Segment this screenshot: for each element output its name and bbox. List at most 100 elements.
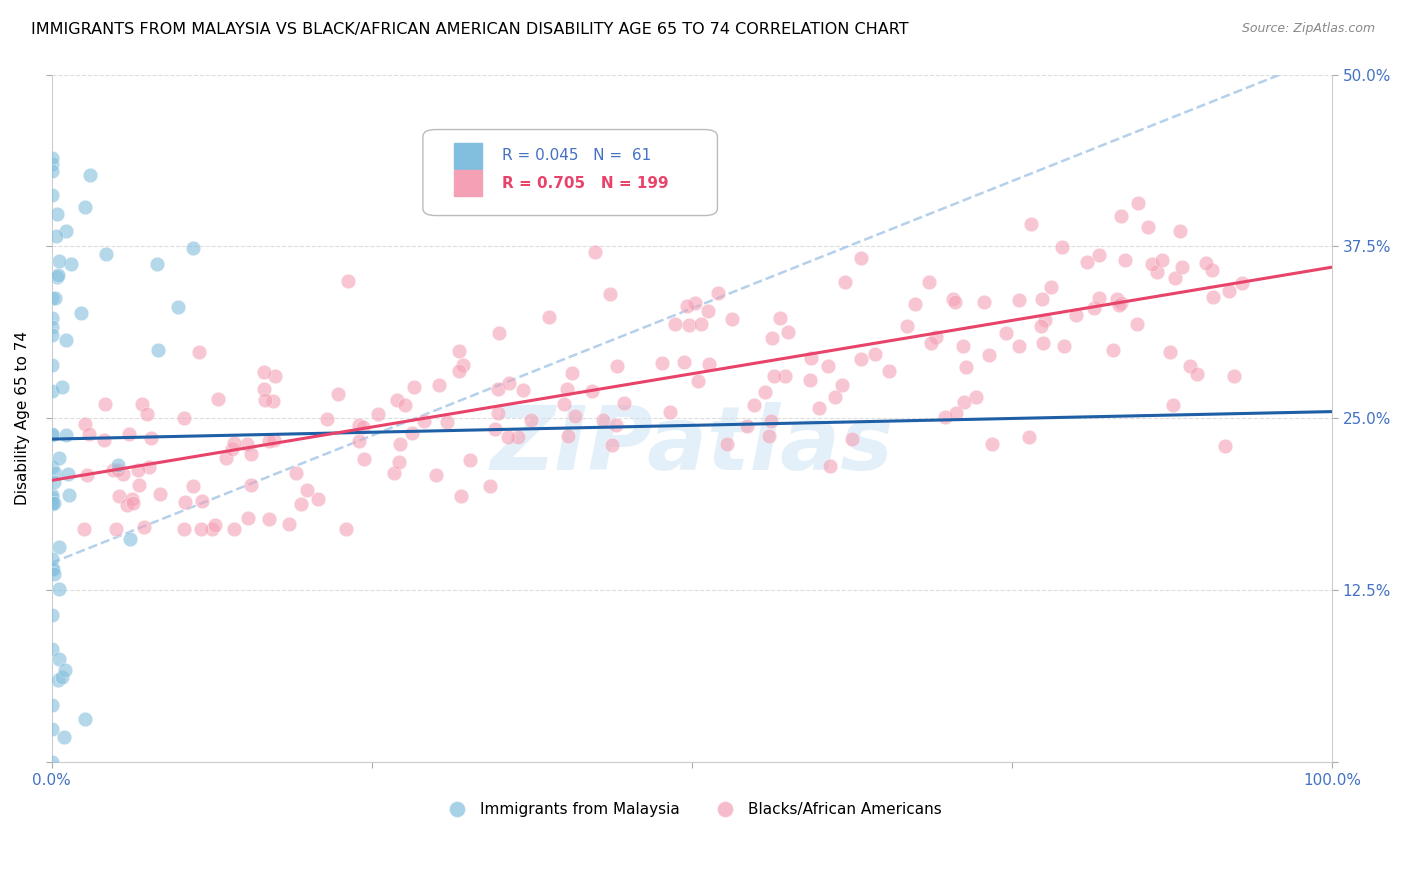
Point [41,496,63,510]
Point [353,452,375,467]
Point [754,385,776,400]
Point [496,429,519,443]
Text: IMMIGRANTS FROM MALAYSIA VS BLACK/AFRICAN AMERICAN DISABILITY AGE 65 TO 74 CORRE: IMMIGRANTS FROM MALAYSIA VS BLACK/AFRICA… [31,22,908,37]
Point [686,375,709,389]
Point [720,311,742,326]
Point [290,497,312,511]
Point [1218,285,1240,299]
Point [41,698,63,712]
Text: ZIPatlas: ZIPatlas [491,402,893,490]
Point [240,478,263,492]
Point [141,431,163,445]
Point [42,562,65,576]
Point [506,430,529,444]
Point [981,437,1004,451]
Point [1109,209,1132,223]
Point [174,494,197,508]
Point [994,326,1017,341]
Point [46,268,69,283]
Point [1194,255,1216,269]
Point [486,382,509,396]
Point [41,562,63,576]
Point [488,326,510,340]
Point [118,427,141,442]
Point [763,369,786,384]
Point [44,291,66,305]
Point [1201,263,1223,277]
Point [606,359,628,373]
Point [382,466,405,480]
Point [263,433,285,447]
Point [41,428,63,442]
Point [352,419,374,434]
Point [706,286,728,301]
Point [41,359,63,373]
Point [215,451,238,466]
Point [44,466,66,480]
Point [557,428,579,442]
Point [920,336,942,351]
Point [676,299,699,313]
Point [41,722,63,736]
Point [41,164,63,178]
Point [51,670,73,684]
Point [520,413,543,427]
Point [1108,298,1130,312]
Point [1083,301,1105,316]
Point [427,378,450,392]
Point [221,442,243,457]
Point [263,368,285,383]
Point [48,451,70,466]
Point [41,491,63,505]
Point [484,421,506,435]
Point [42,496,65,510]
Point [605,417,627,432]
Point [479,478,502,492]
Point [145,257,167,271]
Point [53,663,76,677]
Point [46,673,69,688]
Point [285,467,308,481]
Point [181,479,204,493]
Point [48,582,70,597]
Point [41,488,63,502]
Point [52,730,75,744]
Point [297,483,319,497]
Point [58,488,80,502]
Point [259,512,281,526]
Point [449,344,471,359]
Point [1109,296,1132,310]
Point [253,382,276,396]
Point [41,459,63,474]
Point [55,333,77,347]
Point [581,384,603,399]
Point [1136,220,1159,235]
Point [253,365,276,379]
Point [42,475,65,489]
Point [79,168,101,182]
Point [1187,367,1209,381]
Text: R = 0.705   N = 199: R = 0.705 N = 199 [502,176,669,191]
Point [678,318,700,333]
Point [818,459,841,474]
Point [388,455,411,469]
Point [1102,343,1125,357]
Point [1019,217,1042,231]
Point [127,462,149,476]
Point [41,384,63,399]
Point [1050,240,1073,254]
Point [107,458,129,472]
Point [48,541,70,555]
Point [335,522,357,536]
Text: Source: ZipAtlas.com: Source: ZipAtlas.com [1241,22,1375,36]
Point [367,407,389,421]
Point [776,325,799,339]
Point [673,354,696,368]
Point [1053,339,1076,353]
Point [807,401,830,416]
Point [735,418,758,433]
Point [173,411,195,425]
Point [394,398,416,412]
Point [1150,252,1173,267]
Point [41,292,63,306]
